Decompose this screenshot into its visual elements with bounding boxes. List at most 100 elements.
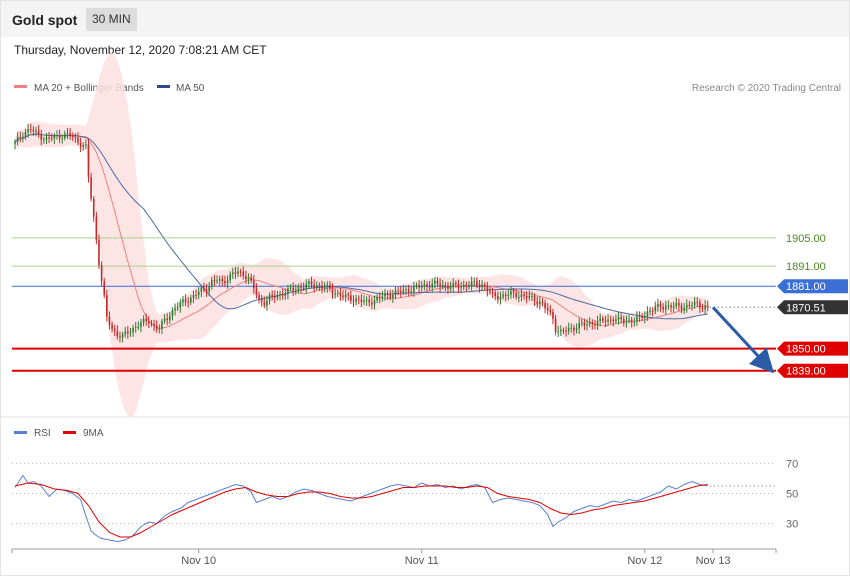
candle (74, 133, 77, 143)
candle-body (688, 304, 691, 306)
candle-body (43, 139, 45, 141)
candle-body (518, 297, 520, 299)
candle (205, 284, 208, 297)
candle (294, 284, 297, 295)
candle-body (289, 287, 292, 289)
candle (670, 302, 672, 313)
candle-body (300, 286, 302, 288)
candle-body (586, 324, 588, 326)
candle-body (691, 305, 693, 307)
candle (16, 132, 19, 146)
candle (255, 283, 258, 299)
candle-body (266, 300, 268, 306)
candle (654, 301, 657, 315)
candle (48, 131, 50, 144)
candle-body (384, 293, 386, 297)
datetime-label: Thursday, November 12, 2020 7:08:21 AM C… (14, 43, 267, 57)
ma20-legend-swatch (14, 85, 27, 88)
candle (163, 313, 166, 324)
candle-body (100, 265, 103, 282)
candle-body (284, 293, 287, 296)
candle (179, 298, 182, 313)
candle (371, 297, 373, 310)
candle (504, 291, 507, 302)
rsi-ma-line (14, 482, 708, 538)
candle-body (615, 319, 617, 322)
candle (696, 297, 699, 308)
candle (155, 320, 158, 333)
candle (586, 319, 588, 331)
candle (90, 172, 92, 202)
candle (43, 136, 45, 144)
candle-body (98, 239, 100, 266)
candle (659, 300, 662, 312)
candle-body (667, 305, 670, 307)
candle-body (418, 284, 420, 288)
candle (297, 283, 300, 294)
candle (192, 290, 195, 304)
candle (693, 296, 696, 309)
candle (512, 287, 515, 299)
candle (675, 297, 678, 310)
candle (308, 278, 310, 289)
candle-body (565, 330, 567, 332)
candle-body (664, 306, 667, 310)
candle-body (350, 295, 352, 301)
candle (150, 319, 153, 327)
candle-body (413, 286, 415, 292)
candle-body (504, 294, 507, 296)
candle (633, 317, 636, 327)
candle-body (158, 328, 161, 330)
candle (40, 129, 43, 146)
candle (386, 290, 389, 300)
candle-body (407, 288, 410, 293)
candle (510, 286, 512, 299)
candle (140, 318, 142, 333)
candle-body (242, 271, 245, 277)
candle-body (423, 284, 426, 287)
candle-body (347, 294, 350, 296)
candle (376, 294, 378, 304)
candle (103, 277, 106, 299)
timeframe-badge[interactable]: 30 MIN (86, 8, 137, 31)
candle-body (434, 280, 436, 284)
candle (187, 296, 190, 308)
candle (481, 280, 483, 291)
candle (132, 324, 134, 337)
candle-body (16, 136, 19, 142)
candle-body (50, 137, 53, 139)
candle-body (111, 324, 113, 329)
candle (268, 292, 271, 305)
candle-body (142, 318, 145, 323)
candle-body (313, 284, 315, 288)
candle-body (224, 281, 226, 284)
candle-body (24, 132, 27, 137)
candle-body (326, 284, 329, 288)
candle-body (541, 301, 544, 304)
candle (56, 130, 58, 140)
candle (82, 142, 85, 152)
candle-body (45, 137, 48, 140)
candle-body (22, 136, 24, 138)
candle (473, 277, 476, 287)
candle-body (649, 310, 651, 312)
candle (127, 325, 129, 339)
candle-body (436, 280, 439, 284)
candle-body (539, 301, 541, 305)
candle (662, 303, 664, 313)
candle-body (121, 334, 124, 338)
candle (184, 294, 187, 307)
candle-body (657, 304, 659, 307)
candle-body (447, 286, 449, 289)
candle-body (638, 315, 641, 317)
candle-body (276, 295, 279, 298)
candle (518, 291, 520, 303)
candle-body (470, 281, 473, 286)
candle (360, 294, 363, 307)
candle (313, 279, 315, 293)
candle (381, 291, 384, 302)
candle (263, 296, 266, 309)
candle (478, 280, 481, 293)
candle-body (397, 290, 399, 292)
candle-body (87, 144, 90, 178)
